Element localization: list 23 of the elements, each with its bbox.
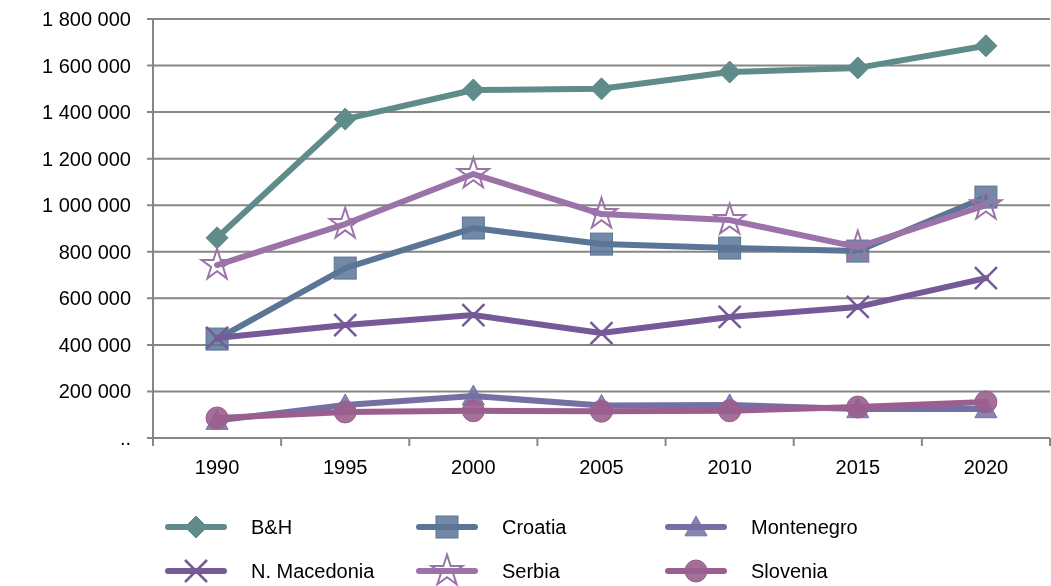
legend-label: B&H bbox=[251, 516, 293, 538]
x-tick-label: 1995 bbox=[322, 456, 368, 478]
x-tick-label: 2000 bbox=[451, 456, 496, 478]
y-tick-label: 1 800 000 bbox=[42, 8, 131, 30]
y-tick-label: 1 000 000 bbox=[42, 194, 131, 217]
x-tick-label: 2010 bbox=[707, 456, 752, 478]
x-tick-label: 1990 bbox=[194, 456, 240, 478]
y-tick-label: 400 000 bbox=[58, 333, 131, 356]
legend-label: Montenegro bbox=[751, 516, 858, 538]
y-tick-label: 800 000 bbox=[58, 240, 131, 263]
x-tick-label: 2005 bbox=[579, 456, 624, 478]
y-tick-label: 1 400 000 bbox=[42, 101, 131, 124]
y-tick-label: 1 600 000 bbox=[42, 54, 131, 77]
legend-label: Serbia bbox=[502, 560, 561, 582]
x-tick-label: 2015 bbox=[835, 456, 881, 478]
x-tick-label: 2020 bbox=[963, 456, 1009, 478]
y-tick-label: 200 000 bbox=[58, 380, 131, 403]
y-tick-label: 600 000 bbox=[58, 287, 131, 310]
legend-label: Croatia bbox=[502, 516, 568, 538]
y-tick-label: .. bbox=[119, 427, 131, 449]
legend-label: Slovenia bbox=[751, 560, 829, 582]
y-tick-label: 1 200 000 bbox=[42, 147, 131, 170]
legend-label: N. Macedonia bbox=[251, 560, 376, 582]
